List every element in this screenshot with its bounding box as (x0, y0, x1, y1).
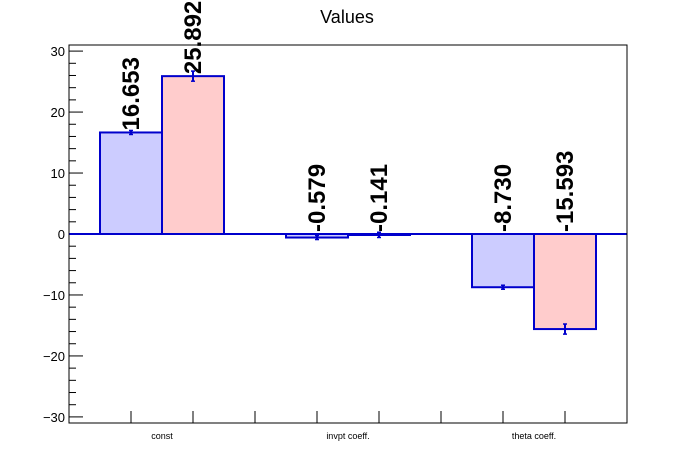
x-axis: const invpt coeff. theta coeff. (130, 411, 566, 441)
bar (471, 233, 535, 289)
x-category-label: theta coeff. (512, 431, 556, 441)
value-label: -0.579 (304, 164, 331, 232)
value-label: -15.593 (552, 151, 579, 232)
value-labels: 16.653 -0.579 -8.730 25.892 -0.141 -15.593 (118, 1, 579, 232)
y-tick-label: 30 (51, 44, 65, 59)
bar (99, 131, 163, 235)
y-tick-label: 0 (58, 227, 65, 242)
x-category-label: const (151, 431, 173, 441)
value-label: -8.730 (490, 164, 517, 232)
bar (161, 75, 225, 235)
y-axis: −30 −20 −10 0 10 20 30 (43, 44, 83, 425)
value-label: 25.892 (180, 1, 207, 74)
value-label: 16.653 (118, 57, 145, 130)
y-tick-label: −20 (43, 349, 65, 364)
y-tick-label: −10 (43, 288, 65, 303)
y-tick-label: −30 (43, 410, 65, 425)
plot-frame (68, 44, 628, 424)
chart-title: Values (320, 7, 374, 27)
x-category-label: invpt coeff. (326, 431, 369, 441)
bars (69, 70, 627, 335)
y-tick-label: 20 (51, 105, 65, 120)
y-tick-label: 10 (51, 166, 65, 181)
value-label: -0.141 (366, 164, 393, 232)
bar (533, 233, 597, 331)
